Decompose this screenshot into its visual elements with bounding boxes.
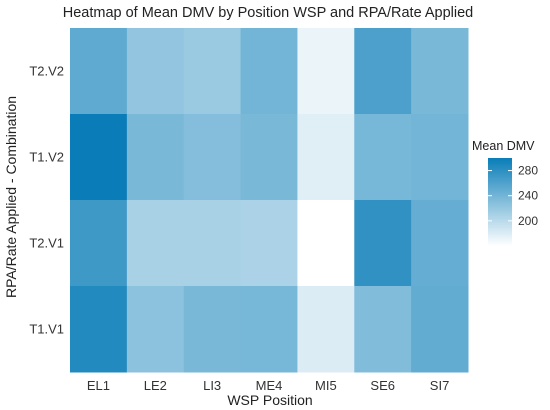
- x-tick-MI5: MI5: [315, 378, 337, 393]
- heatmap-cell-T1.V2-SI7: [411, 114, 469, 201]
- heatmap-cell-T1.V2-MI5: [297, 114, 355, 201]
- y-tick-T1.V2: T1.V2: [29, 150, 64, 165]
- heatmap-cell-T2.V1-LI3: [183, 200, 242, 287]
- x-tick-EL1: EL1: [87, 378, 110, 393]
- heatmap-cell-T2.V1-SI7: [411, 200, 469, 287]
- color-legend: Mean DMV 200 240 280: [472, 139, 538, 246]
- legend-colorbar: [488, 158, 512, 246]
- heatmap-cell-T1.V2-LE2: [126, 114, 185, 201]
- y-axis-title: RPA/Rate Applied - Combination: [3, 96, 19, 298]
- x-tick-LI3: LI3: [203, 378, 221, 393]
- heatmap-cell-T2.V2-EL1: [70, 28, 128, 115]
- heatmap-cell-T1.V1-EL1: [70, 286, 128, 373]
- legend-tick-200: 200: [518, 214, 538, 228]
- chart-title: Heatmap of Mean DMV by Position WSP and …: [63, 5, 474, 21]
- heatmap-cell-T1.V2-ME4: [240, 114, 298, 201]
- heatmap-cell-T2.V2-SE6: [354, 28, 412, 115]
- x-tick-LE2: LE2: [144, 378, 167, 393]
- heatmap-cells: [70, 28, 469, 373]
- heatmap-cell-T2.V1-SE6: [354, 200, 412, 287]
- y-tick-T2.V1: T2.V1: [29, 236, 64, 251]
- x-tick-SE6: SE6: [370, 378, 395, 393]
- legend-tick-240: 240: [518, 189, 538, 203]
- heatmap-cell-T2.V1-MI5: [297, 200, 355, 287]
- heatmap-cell-T1.V1-LE2: [126, 286, 185, 373]
- x-tick-SI7: SI7: [430, 378, 450, 393]
- heatmap-cell-T2.V1-LE2: [126, 200, 185, 287]
- heatmap-cell-T1.V1-SI7: [411, 286, 469, 373]
- heatmap-cell-T1.V2-LI3: [183, 114, 242, 201]
- heatmap-cell-T1.V2-SE6: [354, 114, 412, 201]
- x-axis-title: WSP Position: [227, 392, 312, 408]
- heatmap-cell-T2.V2-LE2: [126, 28, 185, 115]
- x-tick-ME4: ME4: [256, 378, 283, 393]
- legend-title: Mean DMV: [472, 139, 535, 153]
- legend-tick-280: 280: [518, 164, 538, 178]
- heatmap-cell-T2.V2-ME4: [240, 28, 298, 115]
- heatmap-cell-T1.V2-EL1: [70, 114, 128, 201]
- heatmap-cell-T2.V2-LI3: [183, 28, 242, 115]
- heatmap-cell-T1.V1-ME4: [240, 286, 298, 373]
- heatmap-cell-T2.V1-EL1: [70, 200, 128, 287]
- heatmap-cell-T1.V1-LI3: [183, 286, 242, 373]
- legend-ticks: 200 240 280: [488, 164, 538, 228]
- heatmap-cell-T1.V1-SE6: [354, 286, 412, 373]
- heatmap-cell-T1.V1-MI5: [297, 286, 355, 373]
- x-tick-labels: EL1 LE2 LI3 ME4 MI5 SE6 SI7: [87, 378, 449, 393]
- heatmap-cell-T2.V1-ME4: [240, 200, 298, 287]
- y-tick-T2.V2: T2.V2: [29, 64, 64, 79]
- heatmap-cell-T2.V2-MI5: [297, 28, 355, 115]
- y-tick-labels: T2.V2 T1.V2 T2.V1 T1.V1: [29, 64, 64, 337]
- heatmap-cell-T2.V2-SI7: [411, 28, 469, 115]
- y-tick-T1.V1: T1.V1: [29, 322, 64, 337]
